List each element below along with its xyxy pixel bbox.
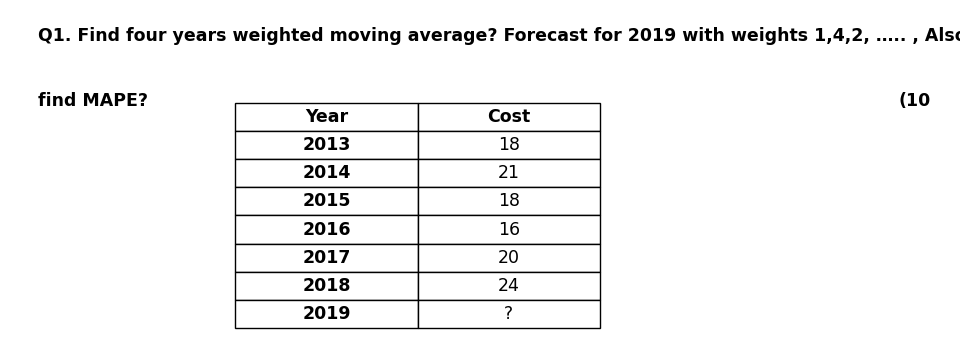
Text: 2016: 2016 xyxy=(302,221,350,239)
Bar xyxy=(418,159,600,187)
Text: 2017: 2017 xyxy=(302,249,350,267)
Bar xyxy=(418,272,600,300)
Text: 2018: 2018 xyxy=(302,277,350,295)
Text: Q1. Find four years weighted moving average? Forecast for 2019 with weights 1,4,: Q1. Find four years weighted moving aver… xyxy=(38,27,960,45)
Bar xyxy=(235,131,418,159)
Bar xyxy=(418,187,600,215)
Text: Cost: Cost xyxy=(487,108,531,126)
Bar xyxy=(235,272,418,300)
Text: 2014: 2014 xyxy=(302,164,350,182)
Text: find MAPE?: find MAPE? xyxy=(38,92,149,110)
Bar xyxy=(235,103,418,131)
Bar xyxy=(418,244,600,272)
Bar xyxy=(235,159,418,187)
Bar xyxy=(235,215,418,244)
Text: Year: Year xyxy=(305,108,348,126)
Text: 18: 18 xyxy=(498,136,519,154)
Bar xyxy=(418,103,600,131)
Text: (10: (10 xyxy=(899,92,931,110)
Bar xyxy=(418,215,600,244)
Bar xyxy=(235,244,418,272)
Bar xyxy=(235,187,418,215)
Text: 2019: 2019 xyxy=(302,305,350,323)
Text: 2013: 2013 xyxy=(302,136,350,154)
Bar xyxy=(235,300,418,328)
Text: 16: 16 xyxy=(497,221,520,239)
Bar xyxy=(418,300,600,328)
Text: 2015: 2015 xyxy=(302,192,350,210)
Bar xyxy=(418,131,600,159)
Text: 24: 24 xyxy=(498,277,519,295)
Text: 21: 21 xyxy=(498,164,519,182)
Text: 18: 18 xyxy=(498,192,519,210)
Text: 20: 20 xyxy=(498,249,519,267)
Text: ?: ? xyxy=(504,305,514,323)
